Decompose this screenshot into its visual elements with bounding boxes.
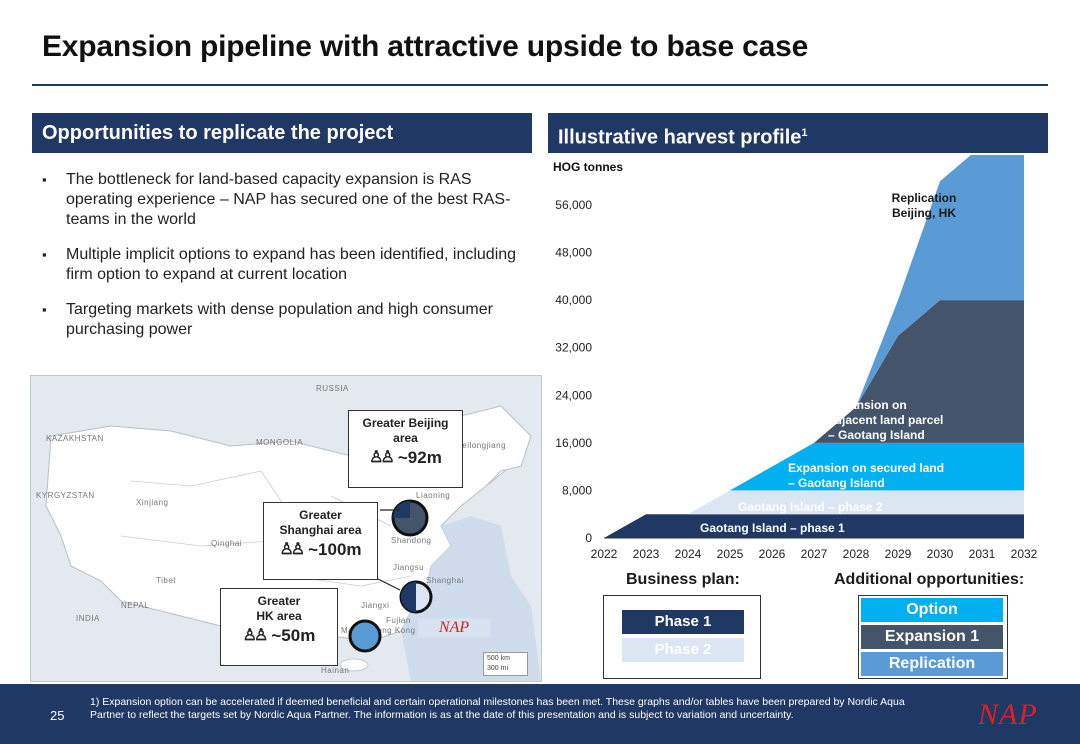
y-tick-label: 48,000: [555, 246, 592, 260]
map-label: Hong Kong: [371, 626, 416, 635]
x-tick-label: 2027: [801, 547, 828, 561]
beijing-marker: [391, 499, 429, 537]
y-axis-label: HOG tonnes: [553, 160, 623, 174]
y-tick-label: 32,000: [555, 341, 592, 355]
callout-beijing: Greater Beijing area ♙♙ ~92m: [348, 410, 463, 488]
y-axis-ticks: 0 8,000 16,000 24,000 32,000 40,000 48,000 56,0…: [555, 198, 592, 545]
map-label: NEPAL: [121, 601, 150, 610]
legend-phase-1: Phase 1: [622, 610, 744, 634]
people-icon: ♙♙: [369, 449, 395, 466]
x-axis-ticks: 2022 2023 2024 2025 2026 2027 2028 2029 2030 2031…: [591, 547, 1038, 561]
y-tick-label: 56,000: [555, 198, 592, 212]
area-series-5: [604, 155, 1024, 538]
annotation-adjacent: Expansion on adjacent land parcel – Gaotan…: [828, 398, 943, 442]
map-label: Jiangxi: [361, 601, 390, 610]
x-tick-label: 2024: [675, 547, 702, 561]
hk-marker: [348, 619, 382, 653]
area-series-4: [604, 300, 1024, 538]
map-label: KAZAKHSTAN: [46, 434, 104, 443]
chart-areas: [604, 155, 1024, 538]
people-icon: ♙♙: [279, 541, 305, 558]
y-tick-label: 24,000: [555, 388, 592, 402]
people-icon: ♙♙: [242, 627, 269, 644]
harvest-chart: HOG tonnes 0 8,000 16,000 24,000 32,000 40,00…: [553, 155, 1038, 561]
nap-logo: NAP: [978, 698, 1038, 731]
annotation-phase2: Gaotang Island – phase 2: [738, 500, 883, 514]
map-label: Fujian: [386, 616, 411, 625]
bullet-item: Targeting markets with dense population …: [42, 300, 522, 340]
x-tick-label: 2031: [969, 547, 996, 561]
y-tick-label: 8,000: [562, 483, 592, 497]
callout-hk: Greater HK area ♙♙ ~50m: [220, 588, 338, 666]
map-label: Qinghai: [211, 539, 243, 548]
footnote: 1) Expansion option can be accelerated i…: [90, 696, 905, 721]
area-series-2: [604, 490, 1024, 538]
map-label: Shanghai: [426, 576, 464, 585]
shanghai-marker: [399, 580, 433, 614]
legend-phase-2: Phase 2: [622, 638, 744, 662]
x-tick-label: 2029: [885, 547, 912, 561]
legend-expansion-1: Expansion 1: [861, 625, 1003, 649]
additional-legend: Option Expansion 1 Replication: [858, 595, 1008, 679]
bullet-item: Multiple implicit options to expand has …: [42, 245, 522, 285]
business-plan-legend: Phase 1 Phase 2: [603, 595, 761, 679]
annotation-replication: Replication Beijing, HK: [892, 191, 957, 220]
page-number: 25: [50, 708, 65, 723]
map-label: INDIA: [76, 614, 100, 623]
map-label: KYRGYZSTAN: [36, 491, 95, 500]
map-label: Xinjiang: [136, 498, 169, 507]
y-tick-label: 16,000: [555, 436, 592, 450]
x-tick-label: 2030: [927, 547, 954, 561]
area-series-3: [604, 442, 1024, 538]
bullet-item: The bottleneck for land-based capacity e…: [42, 170, 522, 230]
area-series-1: [604, 514, 1024, 538]
additional-opportunities-title: Additional opportunities:: [834, 571, 1025, 588]
callout-shanghai: Greater Shanghai area ♙♙ ~100m: [263, 502, 378, 580]
left-section-heading: Opportunities to replicate the project: [32, 113, 532, 153]
bullet-list: The bottleneck for land-based capacity e…: [42, 170, 522, 355]
map-label: Heilongjiang: [456, 441, 507, 450]
map-label: Jiangsu: [393, 563, 425, 572]
x-tick-label: 2028: [843, 547, 870, 561]
title-divider: [32, 84, 1048, 86]
map-label: RUSSIA: [316, 384, 349, 393]
x-tick-label: 2022: [591, 547, 618, 561]
x-tick-label: 2023: [633, 547, 660, 561]
y-tick-label: 0: [585, 531, 592, 545]
page-title: Expansion pipeline with attractive upsid…: [42, 30, 809, 63]
map-label: Tibet: [156, 576, 176, 585]
map-label: Hainan: [321, 666, 350, 675]
map-label: MONGOLIA: [256, 438, 304, 447]
x-tick-label: 2032: [1011, 547, 1038, 561]
annotation-secured: Expansion on secured land – Gaotang Islan…: [788, 461, 944, 490]
y-tick-label: 40,000: [555, 293, 592, 307]
legend-replication: Replication: [861, 652, 1003, 676]
map-scale: 500 km 300 mi: [483, 652, 528, 676]
footer: 25 1) Expansion option can be accelerate…: [0, 684, 1080, 744]
business-plan-title: Business plan:: [626, 571, 740, 588]
map-label: Shandong: [391, 536, 432, 545]
annotation-phase1: Gaotang Island – phase 1: [700, 521, 845, 535]
chart-heading: Illustrative harvest profile1: [548, 113, 1048, 153]
legend-option: Option: [861, 598, 1003, 622]
map-label: Liaoning: [416, 491, 451, 500]
x-tick-label: 2026: [759, 547, 786, 561]
x-tick-label: 2025: [717, 547, 744, 561]
nap-map-label: NAP: [418, 618, 490, 638]
